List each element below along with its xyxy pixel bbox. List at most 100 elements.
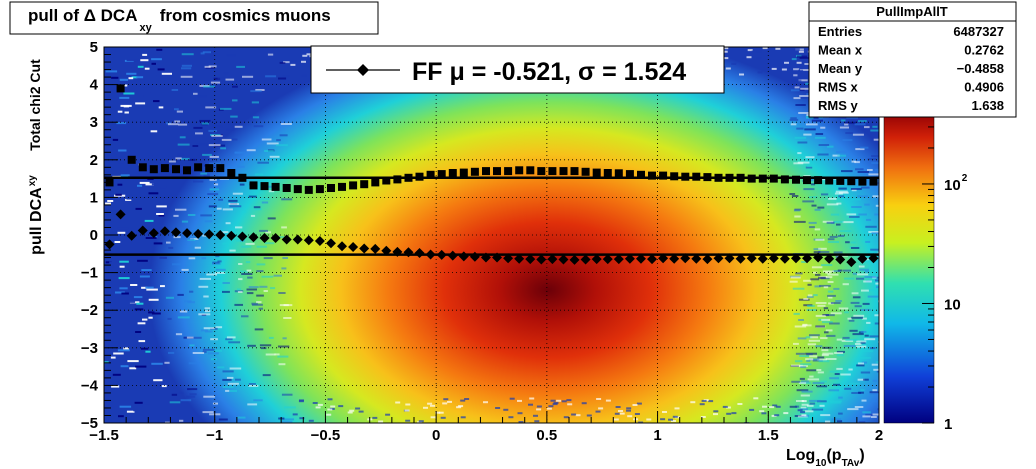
sparse-bin [854,305,862,308]
mean-point [547,254,558,265]
sparse-bin [188,362,200,365]
rms-point [725,173,734,182]
sparse-bin [262,374,271,377]
sparse-bin [856,340,867,343]
sparse-bin [118,277,130,280]
sparse-bin [762,405,767,408]
rms-point [415,172,424,181]
sparse-bin [800,96,808,99]
rms-point [714,173,723,182]
sparse-bin [571,413,577,416]
sparse-bin [278,363,286,366]
sparse-bin [662,411,667,413]
sparse-bin [856,277,865,280]
sparse-bin [874,213,879,216]
sparse-bin [850,301,860,304]
mean-point [569,254,580,265]
sparse-bin [798,365,808,367]
sparse-bin [826,334,836,337]
mean-point [204,229,215,240]
sparse-bin [815,238,825,241]
sparse-bin [536,408,542,411]
sparse-bin [796,389,809,392]
sparse-bin [222,282,230,284]
mean-point [226,230,237,241]
rms-point [659,171,668,180]
mean-point [835,254,846,265]
stats-label: Entries [818,24,862,39]
sparse-bin [264,242,275,245]
sparse-bin [823,286,829,289]
sparse-bin [872,413,879,416]
sparse-bin [214,286,222,289]
sparse-bin [820,380,827,383]
sparse-bin [875,204,879,207]
sparse-bin [856,345,867,348]
y-tick-label: −4 [81,377,99,394]
sparse-bin [796,127,804,130]
sparse-bin [860,389,865,392]
sparse-bin [818,360,830,363]
y-tick-label: −2 [81,302,98,319]
sparse-bin [783,63,789,66]
sparse-bin [723,57,729,60]
y-tick-label: −3 [81,340,98,357]
sparse-bin [248,384,259,387]
sparse-bin [825,276,833,279]
sparse-bin [282,337,287,340]
sparse-bin [189,344,195,347]
sparse-bin [825,420,831,423]
sparse-bin [852,272,857,275]
mean-point [259,233,270,244]
rms-point [537,167,546,176]
sparse-bin [225,338,233,341]
sparse-bin [801,403,809,406]
sparse-bin [283,61,290,64]
rms-point [260,182,269,191]
rms-point [614,169,623,178]
sparse-bin [117,110,123,113]
rms-point [825,176,834,185]
sparse-bin [805,358,814,361]
sparse-bin [372,416,378,419]
sparse-bin [385,413,391,416]
sparse-bin [790,276,801,279]
stats-label: RMS y [818,98,859,113]
sparse-bin [865,413,874,416]
rms-point [814,176,823,185]
sparse-bin [844,121,857,124]
sparse-bin [832,154,840,157]
rms-point [105,178,114,187]
sparse-bin [187,388,198,391]
sparse-bin [222,378,232,381]
sparse-bin [213,288,224,291]
sparse-bin [874,322,879,325]
sparse-bin [563,416,569,419]
sparse-bin [137,322,146,325]
sparse-bin [282,75,290,78]
sparse-bin [869,392,879,395]
sparse-bin [827,238,835,241]
sparse-bin [815,314,827,317]
chart-title: pull of Δ DCAxy from cosmics muons [28,6,331,34]
mean-point [182,228,193,239]
mean-point [237,231,248,242]
sparse-bin [223,72,229,75]
sparse-bin [144,67,150,70]
sparse-bin [801,400,807,403]
sparse-bin [830,401,841,404]
sparse-bin [157,68,165,71]
sparse-bin [119,287,128,290]
sparse-bin [864,126,870,129]
sparse-bin [851,316,863,319]
sparse-bin [187,301,195,304]
sparse-bin [803,133,812,136]
sparse-bin [847,408,859,411]
sparse-bin [225,389,230,392]
sparse-bin [268,190,275,193]
rms-point [559,167,568,176]
sparse-bin [114,241,121,243]
sparse-bin [125,300,136,303]
rms-point [670,172,679,181]
sparse-bin [810,183,816,186]
